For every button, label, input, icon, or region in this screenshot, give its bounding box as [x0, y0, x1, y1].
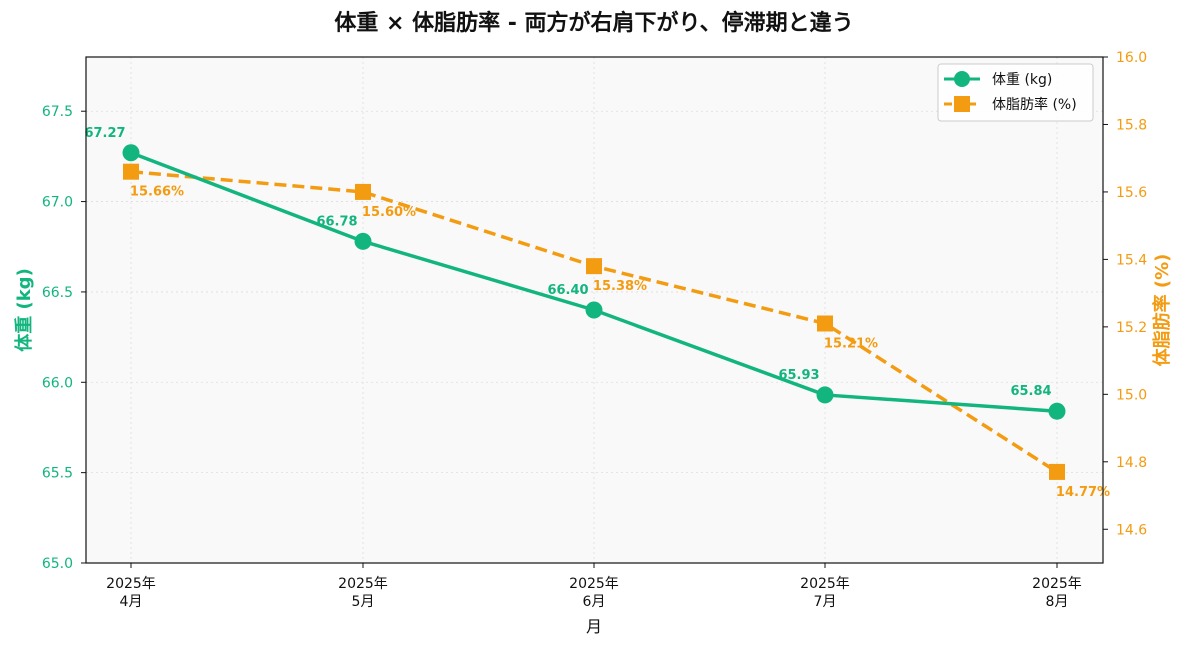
bodyfat-data-label: 14.77%: [1056, 485, 1110, 500]
axis-ticks: 65.0 65.5 66.0 66.5 67.0 67.5 14.6 14.8 15.0 15.2…: [42, 50, 1147, 610]
right-tick-label: 14.6: [1116, 522, 1147, 538]
weight-data-label: 65.93: [778, 368, 819, 383]
left-tick-label: 67.5: [42, 104, 73, 120]
left-tick-label: 66.0: [42, 375, 73, 391]
right-tick-label: 15.6: [1116, 185, 1147, 201]
weight-data-label: 67.27: [84, 126, 125, 141]
bodyfat-point: [586, 258, 602, 275]
x-tick-label-month: 7月: [814, 594, 837, 610]
x-axis-label: 月: [586, 617, 602, 636]
bodyfat-data-label: 15.21%: [824, 336, 878, 351]
left-axis-label: 体重 (kg): [13, 268, 35, 352]
right-tick-label: 15.4: [1116, 252, 1147, 268]
bodyfat-point: [123, 163, 139, 180]
legend-label-weight: 体重 (kg): [992, 72, 1052, 88]
legend-marker-bodyfat: [954, 96, 970, 112]
bodyfat-point: [817, 315, 833, 332]
bodyfat-data-label: 15.60%: [362, 205, 416, 220]
weight-point: [354, 232, 372, 250]
weight-data-label: 66.78: [316, 214, 357, 229]
x-tick-label-year: 2025年: [1032, 576, 1082, 592]
bodyfat-point: [355, 183, 371, 200]
legend-label-bodyfat: 体脂肪率 (%): [992, 96, 1077, 113]
right-tick-label: 15.2: [1116, 320, 1147, 336]
plot-frame: [85, 56, 1104, 564]
x-tick-label-month: 6月: [583, 594, 606, 610]
right-tick-label: 15.0: [1116, 387, 1147, 403]
x-tick-label-year: 2025年: [338, 576, 388, 592]
bodyfat-data-label: 15.38%: [593, 279, 647, 294]
left-tick-label: 67.0: [42, 195, 73, 211]
x-tick-label-month: 5月: [352, 594, 375, 610]
right-tick-label: 15.8: [1116, 117, 1147, 133]
legend: 体重 (kg) 体脂肪率 (%): [937, 63, 1094, 122]
series-layer: [122, 144, 1066, 480]
legend-marker-weight: [954, 71, 970, 87]
right-tick-label: 16.0: [1116, 50, 1147, 66]
left-tick-label: 65.0: [42, 556, 73, 572]
weight-point: [122, 144, 140, 162]
chart-title: 体重 × 体脂肪率 - 両方が右肩下がり、停滞期と違う: [334, 10, 853, 36]
left-tick-label: 65.5: [42, 466, 73, 482]
left-tick-label: 66.5: [42, 285, 73, 301]
weight-point: [585, 301, 603, 319]
bodyfat-point: [1049, 463, 1065, 480]
x-tick-label-year: 2025年: [569, 576, 619, 592]
weight-point: [1048, 402, 1066, 420]
right-tick-label: 14.8: [1116, 455, 1147, 471]
right-axis-label: 体脂肪率 (%): [1151, 254, 1173, 367]
x-tick-label-month: 8月: [1046, 594, 1069, 610]
weight-data-label: 66.40: [547, 283, 588, 298]
weight-data-label: 65.84: [1010, 384, 1051, 399]
weight-point: [816, 386, 834, 404]
bodyfat-data-label: 15.66%: [130, 185, 184, 200]
data-labels: 67.27 66.78 66.40 65.93 65.84 15.66% 15.60% 15.…: [84, 126, 1110, 500]
x-tick-label-year: 2025年: [106, 576, 156, 592]
x-tick-label-month: 4月: [120, 594, 143, 610]
x-tick-label-year: 2025年: [800, 576, 850, 592]
